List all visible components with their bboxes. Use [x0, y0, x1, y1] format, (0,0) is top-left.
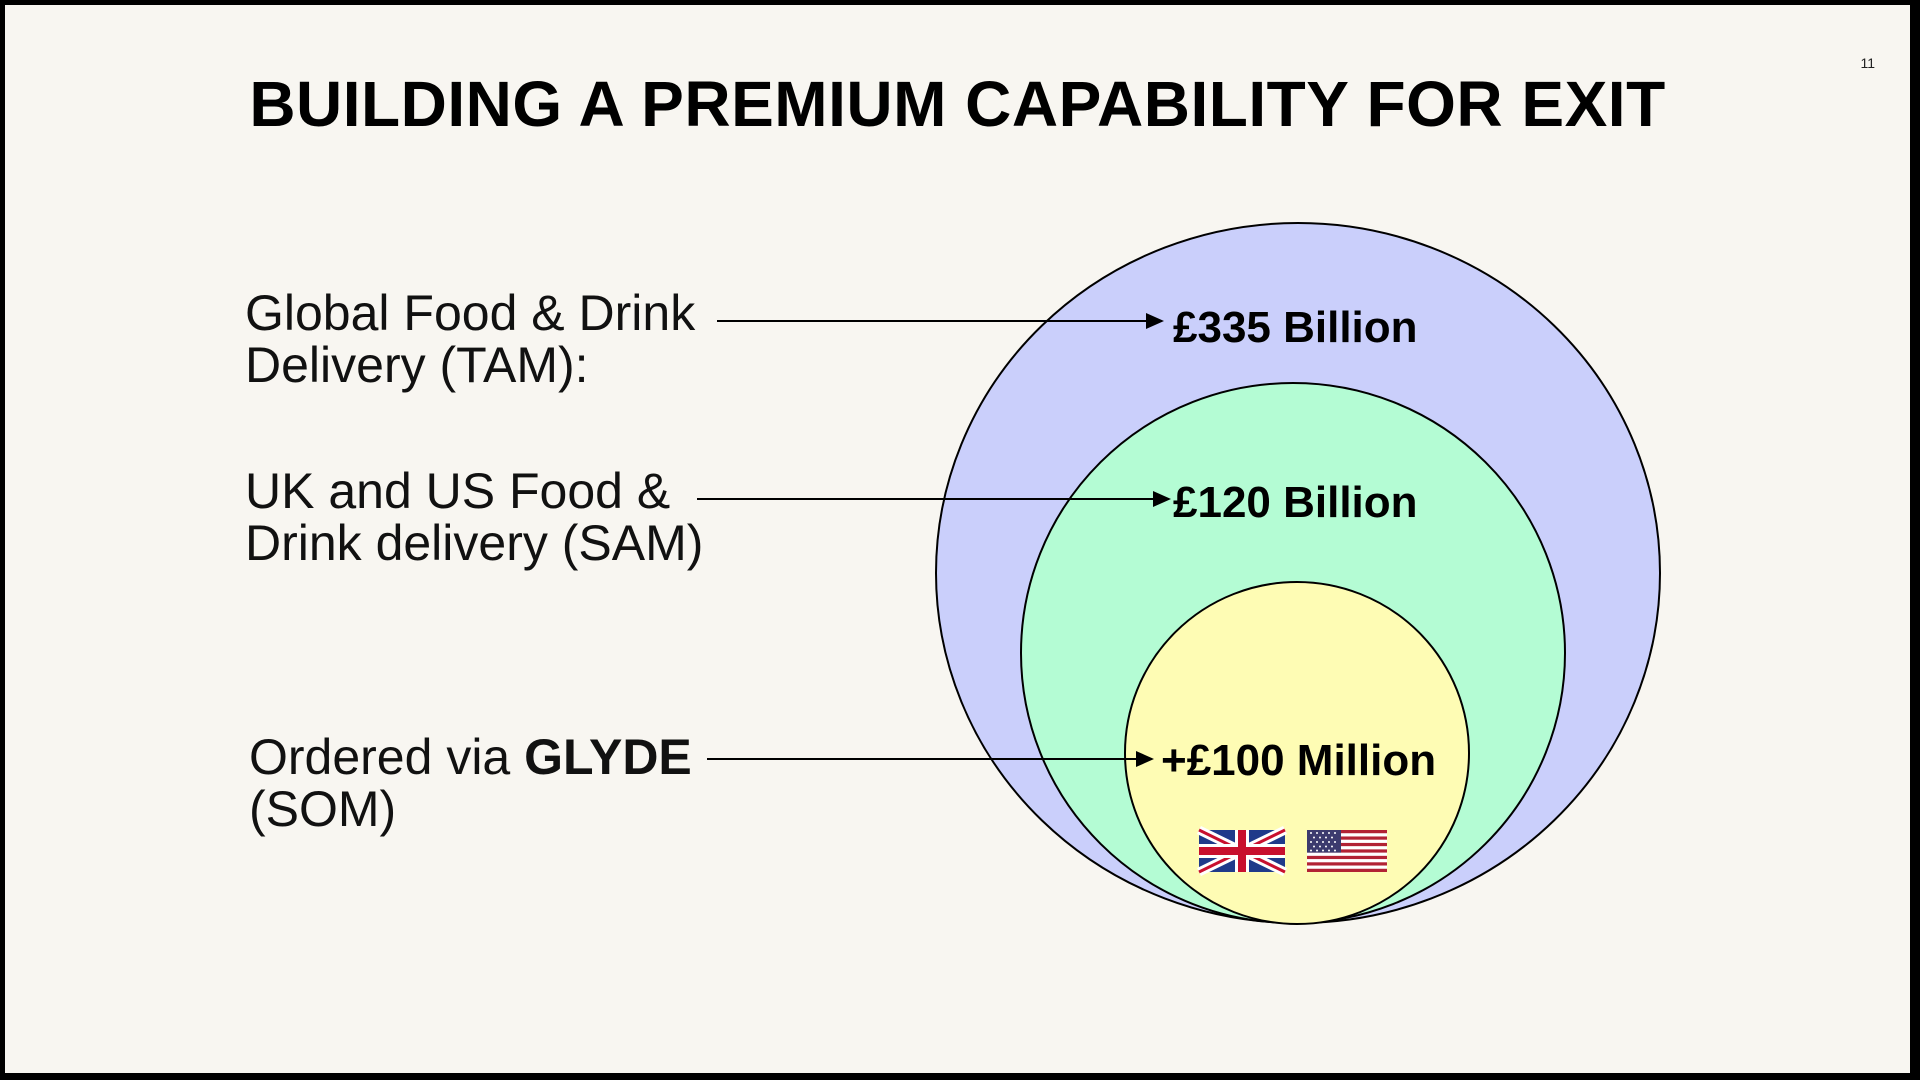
som-label: Ordered via GLYDE (SOM) — [249, 731, 709, 835]
som-label-line2: (SOM) — [249, 781, 397, 837]
sam-label-line1: UK and US Food & — [245, 463, 671, 519]
sam-value: £120 Billion — [1173, 478, 1418, 527]
som-brand-name: GLYDE — [524, 729, 692, 785]
tam-label: Global Food & Drink Delivery (TAM): — [245, 287, 725, 391]
slide: 11 BUILDING A PREMIUM CAPABILITY FOR EXI… — [5, 5, 1910, 1073]
som-label-prefix: Ordered via — [249, 729, 525, 785]
sam-label: UK and US Food & Drink delivery (SAM) — [245, 465, 725, 569]
tam-value: £335 Billion — [1173, 303, 1418, 352]
slide-title: BUILDING A PREMIUM CAPABILITY FOR EXIT — [249, 68, 1666, 140]
sam-label-line2: Drink delivery (SAM) — [245, 515, 704, 571]
uk-flag-icon — [1197, 825, 1287, 877]
som-label-line1: Ordered via GLYDE — [249, 731, 709, 783]
som-value: +£100 Million — [1161, 736, 1436, 785]
tam-label-line1: Global Food & Drink — [245, 285, 696, 341]
tam-label-line2: Delivery (TAM): — [245, 337, 589, 393]
us-flag-icon — [1307, 830, 1387, 872]
page-number: 11 — [1860, 55, 1875, 71]
market-size-diagram: £335 Billion £120 Billion +£100 Million — [697, 222, 1661, 925]
